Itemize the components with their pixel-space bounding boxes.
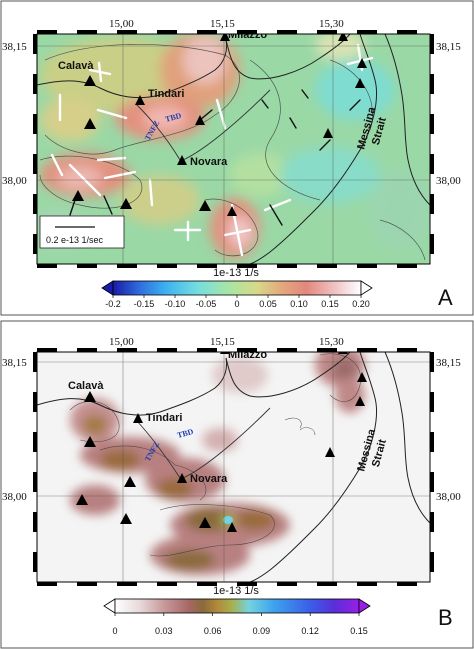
scale-label: 0.2 e-13 1/sec — [46, 235, 104, 245]
colorbar-a — [101, 280, 373, 296]
x-tick-15-00: 15,00 — [109, 18, 134, 30]
label-tindari: Tindari — [148, 88, 184, 100]
y-tick-right-38-00-b: 38,00 — [436, 491, 461, 503]
y-tick-left-38-15-b: 38,15 — [2, 357, 27, 369]
colorbar-b — [103, 598, 371, 614]
colorbar-b-ticks: 0 0.03 0.06 0.09 0.12 0.15 — [112, 613, 368, 636]
x-tick-15-30-b: 15,30 — [319, 336, 344, 348]
x-tick-15-15-b: 15,15 — [210, 336, 235, 348]
colorbar-tick-label: 0 — [112, 626, 117, 636]
panel-a-map: Milazzo Calavà Tindari Novara TBD TNFZ M… — [37, 29, 430, 264]
colorbar-tick-label: 0.09 — [253, 626, 271, 636]
x-tick-15-30: 15,30 — [319, 18, 344, 30]
colorbar-tick-label: 0.12 — [301, 626, 319, 636]
panel-a: Milazzo Calavà Tindari Novara TBD TNFZ M… — [0, 0, 474, 316]
colorbar-tick-label: -0.2 — [105, 299, 121, 309]
colorbar-tick-label: 0.05 — [259, 299, 277, 309]
colorbar-a-title: 1e-13 1/s — [213, 267, 259, 279]
colorbar-tick-label: 0.15 — [350, 626, 368, 636]
label-novara-b: Novara — [190, 473, 228, 485]
label-calava-b: Calavà — [68, 380, 104, 392]
y-tick-left-38-15: 38,15 — [2, 41, 27, 53]
y-tick-left-38-00: 38,00 — [2, 175, 27, 187]
colorbar-tick-label: -0.10 — [165, 299, 186, 309]
panel-b: Milazzo Calavà Tindari Novara TBD TNFZ M… — [0, 320, 474, 649]
y-tick-right-38-15-b: 38,15 — [436, 357, 461, 369]
y-tick-left-38-00-b: 38,00 — [2, 491, 27, 503]
colorbar-tick-label: -0.15 — [134, 299, 155, 309]
colorbar-a-ticks: -0.2 -0.15 -0.10 -0.05 0 0.05 0.10 0.15 0.20 — [105, 295, 370, 309]
label-tbd-b: TBD — [176, 427, 194, 440]
colorbar-tick-label: 0.03 — [155, 626, 173, 636]
panel-b-letter: B — [438, 605, 453, 630]
colorbar-tick-label: 0.06 — [204, 626, 222, 636]
label-calava: Calavà — [58, 60, 94, 72]
colorbar-b-title: 1e-13 1/s — [213, 585, 259, 597]
label-tindari-b: Tindari — [146, 412, 182, 424]
label-milazzo-b: Milazzo — [228, 349, 267, 361]
label-milazzo: Milazzo — [228, 29, 267, 41]
colorbar-tick-label: 0.10 — [290, 299, 308, 309]
y-tick-right-38-00: 38,00 — [436, 175, 461, 187]
panel-b-map: Milazzo Calavà Tindari Novara TBD TNFZ M… — [37, 349, 430, 582]
label-tbd: TBD — [164, 111, 182, 124]
colorbar-tick-label: 0.20 — [352, 299, 370, 309]
x-tick-15-15: 15,15 — [210, 18, 235, 30]
colorbar-tick-label: -0.05 — [196, 299, 217, 309]
y-tick-right-38-15: 38,15 — [436, 41, 461, 53]
label-novara: Novara — [190, 156, 228, 168]
colorbar-tick-label: 0.15 — [321, 299, 339, 309]
scale-box — [39, 215, 125, 249]
x-tick-15-00-b: 15,00 — [109, 336, 134, 348]
colorbar-tick-label: 0 — [234, 299, 239, 309]
panel-a-letter: A — [438, 285, 453, 310]
